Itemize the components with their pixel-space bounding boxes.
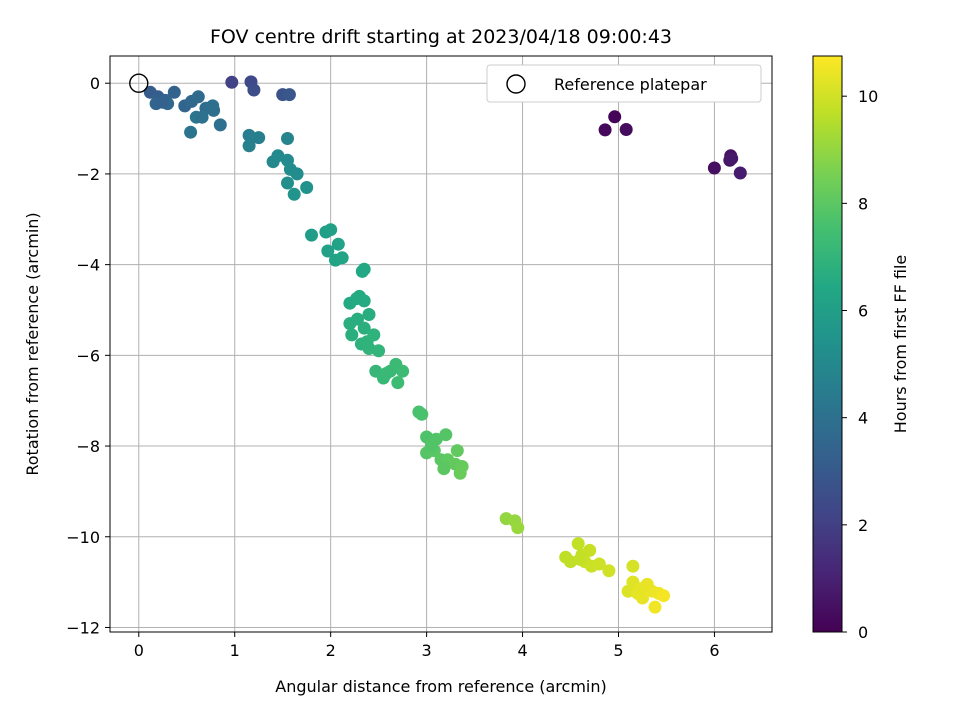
data-point: [453, 466, 467, 480]
data-point: [350, 292, 364, 306]
data-point: [725, 152, 739, 165]
data-point: [640, 577, 654, 591]
y-tick-label: −12: [66, 618, 100, 637]
y-tick-label: −2: [76, 165, 100, 184]
data-point: [707, 161, 721, 175]
colorbar: [812, 55, 843, 633]
colorbar-tick-label: 0: [858, 623, 868, 642]
data-point: [583, 543, 597, 557]
data-point: [379, 367, 393, 380]
y-tick-label: −6: [76, 346, 100, 365]
colorbar-tick-label: 4: [858, 409, 868, 428]
data-point: [598, 123, 612, 137]
x-tick-label: 2: [326, 641, 336, 660]
data-point: [357, 321, 371, 335]
data-point: [167, 85, 181, 99]
grid-lines: [110, 56, 772, 632]
data-point: [335, 251, 349, 265]
x-tick-label: 1: [230, 641, 240, 660]
data-point: [573, 552, 587, 566]
x-axis-ticks: 0 1 2 3 4 5 6: [134, 632, 720, 660]
colorbar-tick-label: 6: [858, 302, 868, 321]
legend-entry: Reference platepar: [554, 75, 707, 94]
data-point: [372, 344, 386, 358]
y-axis-ticks: 0 −2 −4 −6 −8 −10 −12: [66, 74, 110, 637]
data-point: [242, 139, 256, 153]
data-point: [345, 328, 359, 342]
data-point: [439, 428, 453, 442]
data-point: [608, 110, 622, 124]
data-point: [424, 439, 438, 453]
x-tick-label: 5: [613, 641, 623, 660]
data-point: [355, 264, 369, 278]
data-point: [191, 90, 205, 104]
data-point: [351, 312, 364, 326]
colorbar-label: Hours from first FF file: [891, 255, 910, 434]
data-point: [282, 88, 296, 102]
x-tick-label: 4: [517, 641, 527, 660]
data-point: [252, 131, 266, 145]
colorbar-tick-label: 2: [858, 516, 868, 535]
data-point: [184, 125, 198, 139]
data-point: [300, 181, 314, 194]
data-point: [206, 99, 220, 113]
data-point: [281, 176, 294, 190]
data-point: [396, 364, 410, 378]
data-point: [281, 132, 294, 145]
data-point: [305, 228, 318, 242]
data-point: [321, 244, 335, 258]
data-point: [626, 559, 640, 573]
data-point: [391, 376, 405, 390]
data-point: [437, 462, 451, 476]
colorbar-tick-label: 10: [858, 87, 878, 106]
data-point: [571, 537, 585, 551]
data-point: [213, 118, 227, 132]
data-point: [283, 162, 297, 176]
chart-title: FOV centre drift starting at 2023/04/18 …: [210, 26, 672, 48]
data-point: [631, 586, 645, 600]
axes-frame: [109, 55, 773, 633]
data-point: [450, 444, 464, 458]
data-point: [733, 166, 747, 180]
x-tick-label: 0: [134, 641, 144, 660]
data-point: [648, 600, 662, 614]
colorbar-ticks: 0 2 4 6 8 10: [842, 87, 878, 642]
data-point: [287, 187, 301, 201]
legend-marker-icon: [506, 74, 526, 94]
data-point: [247, 83, 261, 97]
data-point: [225, 75, 239, 89]
data-point: [195, 110, 209, 124]
x-tick-label: 6: [709, 641, 719, 660]
reference-platepar-marker: [129, 73, 149, 93]
colorbar-tick-label: 8: [858, 194, 868, 213]
y-tick-label: 0: [90, 74, 100, 93]
legend: Reference platepar: [486, 64, 762, 103]
data-point: [360, 335, 374, 349]
data-point: [602, 564, 616, 578]
data-point: [331, 237, 345, 251]
reference-point: [129, 73, 149, 93]
data-point: [511, 521, 525, 535]
scatter-points: [143, 75, 747, 614]
legend-box: [486, 64, 762, 103]
data-point: [324, 223, 338, 237]
data-point: [619, 123, 633, 136]
data-point: [415, 407, 429, 421]
data-point: [362, 308, 376, 321]
data-point: [657, 589, 671, 603]
y-tick-label: −8: [76, 437, 100, 456]
y-tick-label: −10: [66, 528, 100, 547]
data-point: [156, 95, 170, 109]
y-axis-label: Rotation from reference (arcmin): [23, 212, 42, 475]
y-tick-label: −4: [76, 256, 100, 275]
x-axis-label: Angular distance from reference (arcmin): [275, 677, 606, 696]
x-tick-label: 3: [422, 641, 432, 660]
data-point: [592, 557, 606, 571]
